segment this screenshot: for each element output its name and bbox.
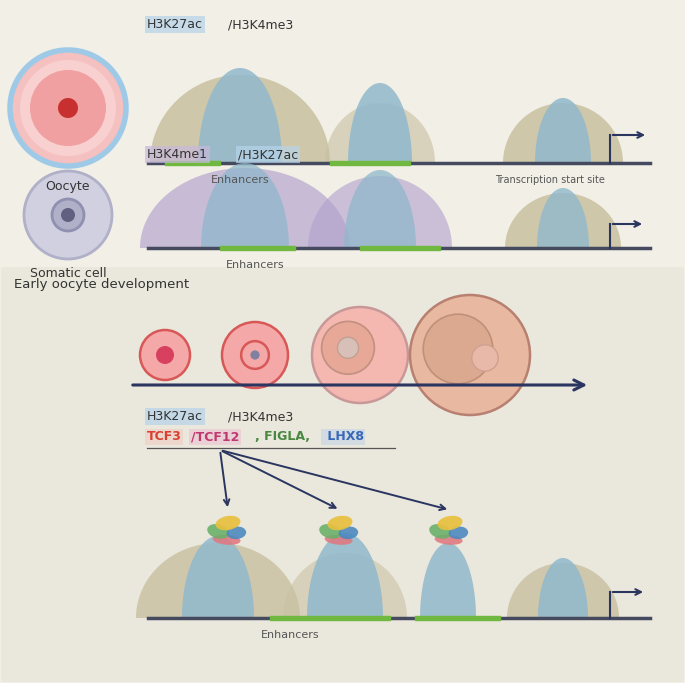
Circle shape xyxy=(338,337,358,359)
Circle shape xyxy=(140,330,190,380)
FancyBboxPatch shape xyxy=(1,267,684,682)
Polygon shape xyxy=(538,558,588,618)
Text: TCF3: TCF3 xyxy=(147,430,182,443)
Polygon shape xyxy=(307,533,383,618)
Text: Transcription start site: Transcription start site xyxy=(495,175,605,185)
Polygon shape xyxy=(201,163,289,248)
Polygon shape xyxy=(150,75,330,163)
Polygon shape xyxy=(136,543,300,618)
Ellipse shape xyxy=(429,524,451,539)
Text: /TCF12: /TCF12 xyxy=(191,430,239,443)
Ellipse shape xyxy=(208,524,229,539)
Polygon shape xyxy=(182,536,254,618)
Circle shape xyxy=(30,70,106,146)
Text: Early oocyte development: Early oocyte development xyxy=(14,278,189,291)
Ellipse shape xyxy=(338,527,358,539)
Polygon shape xyxy=(140,168,350,248)
Text: Oocyte: Oocyte xyxy=(46,180,90,193)
Ellipse shape xyxy=(319,524,341,539)
Polygon shape xyxy=(325,103,435,163)
Text: /H3K4me3: /H3K4me3 xyxy=(228,18,293,31)
Circle shape xyxy=(10,50,126,166)
Text: Enhancers: Enhancers xyxy=(225,260,284,270)
Circle shape xyxy=(321,322,375,374)
Polygon shape xyxy=(535,98,591,163)
Ellipse shape xyxy=(438,516,462,530)
Polygon shape xyxy=(507,563,619,618)
Text: Somatic cell: Somatic cell xyxy=(29,267,106,280)
Text: H3K4me1: H3K4me1 xyxy=(147,148,208,161)
Text: LHX8: LHX8 xyxy=(323,430,364,443)
Ellipse shape xyxy=(325,535,353,545)
Ellipse shape xyxy=(435,535,462,545)
Circle shape xyxy=(20,60,116,156)
Text: H3K27ac: H3K27ac xyxy=(147,410,203,423)
Polygon shape xyxy=(344,170,416,248)
Ellipse shape xyxy=(327,516,353,530)
Polygon shape xyxy=(198,68,282,163)
Text: /H3K4me3: /H3K4me3 xyxy=(228,410,293,423)
Text: Enhancers: Enhancers xyxy=(211,175,269,185)
Circle shape xyxy=(52,199,84,231)
Ellipse shape xyxy=(212,535,240,545)
Text: Enhancers: Enhancers xyxy=(261,630,319,640)
Polygon shape xyxy=(308,176,452,248)
Polygon shape xyxy=(420,543,476,618)
Polygon shape xyxy=(348,83,412,163)
Circle shape xyxy=(312,307,408,403)
Polygon shape xyxy=(283,553,407,618)
Text: H3K27ac: H3K27ac xyxy=(147,18,203,31)
Text: , FIGLA,: , FIGLA, xyxy=(255,430,310,443)
Circle shape xyxy=(58,98,78,118)
Text: /H3K27ac: /H3K27ac xyxy=(238,148,298,161)
Circle shape xyxy=(472,345,498,371)
Circle shape xyxy=(24,171,112,259)
Polygon shape xyxy=(537,188,589,248)
Polygon shape xyxy=(505,193,621,248)
Ellipse shape xyxy=(449,527,468,539)
Circle shape xyxy=(222,322,288,388)
Circle shape xyxy=(241,341,269,369)
Ellipse shape xyxy=(227,527,246,539)
Ellipse shape xyxy=(216,516,240,530)
Circle shape xyxy=(61,208,75,222)
Circle shape xyxy=(423,314,493,384)
Circle shape xyxy=(410,295,530,415)
Polygon shape xyxy=(503,103,623,163)
Circle shape xyxy=(251,350,260,360)
Circle shape xyxy=(156,346,174,364)
FancyBboxPatch shape xyxy=(1,1,684,269)
